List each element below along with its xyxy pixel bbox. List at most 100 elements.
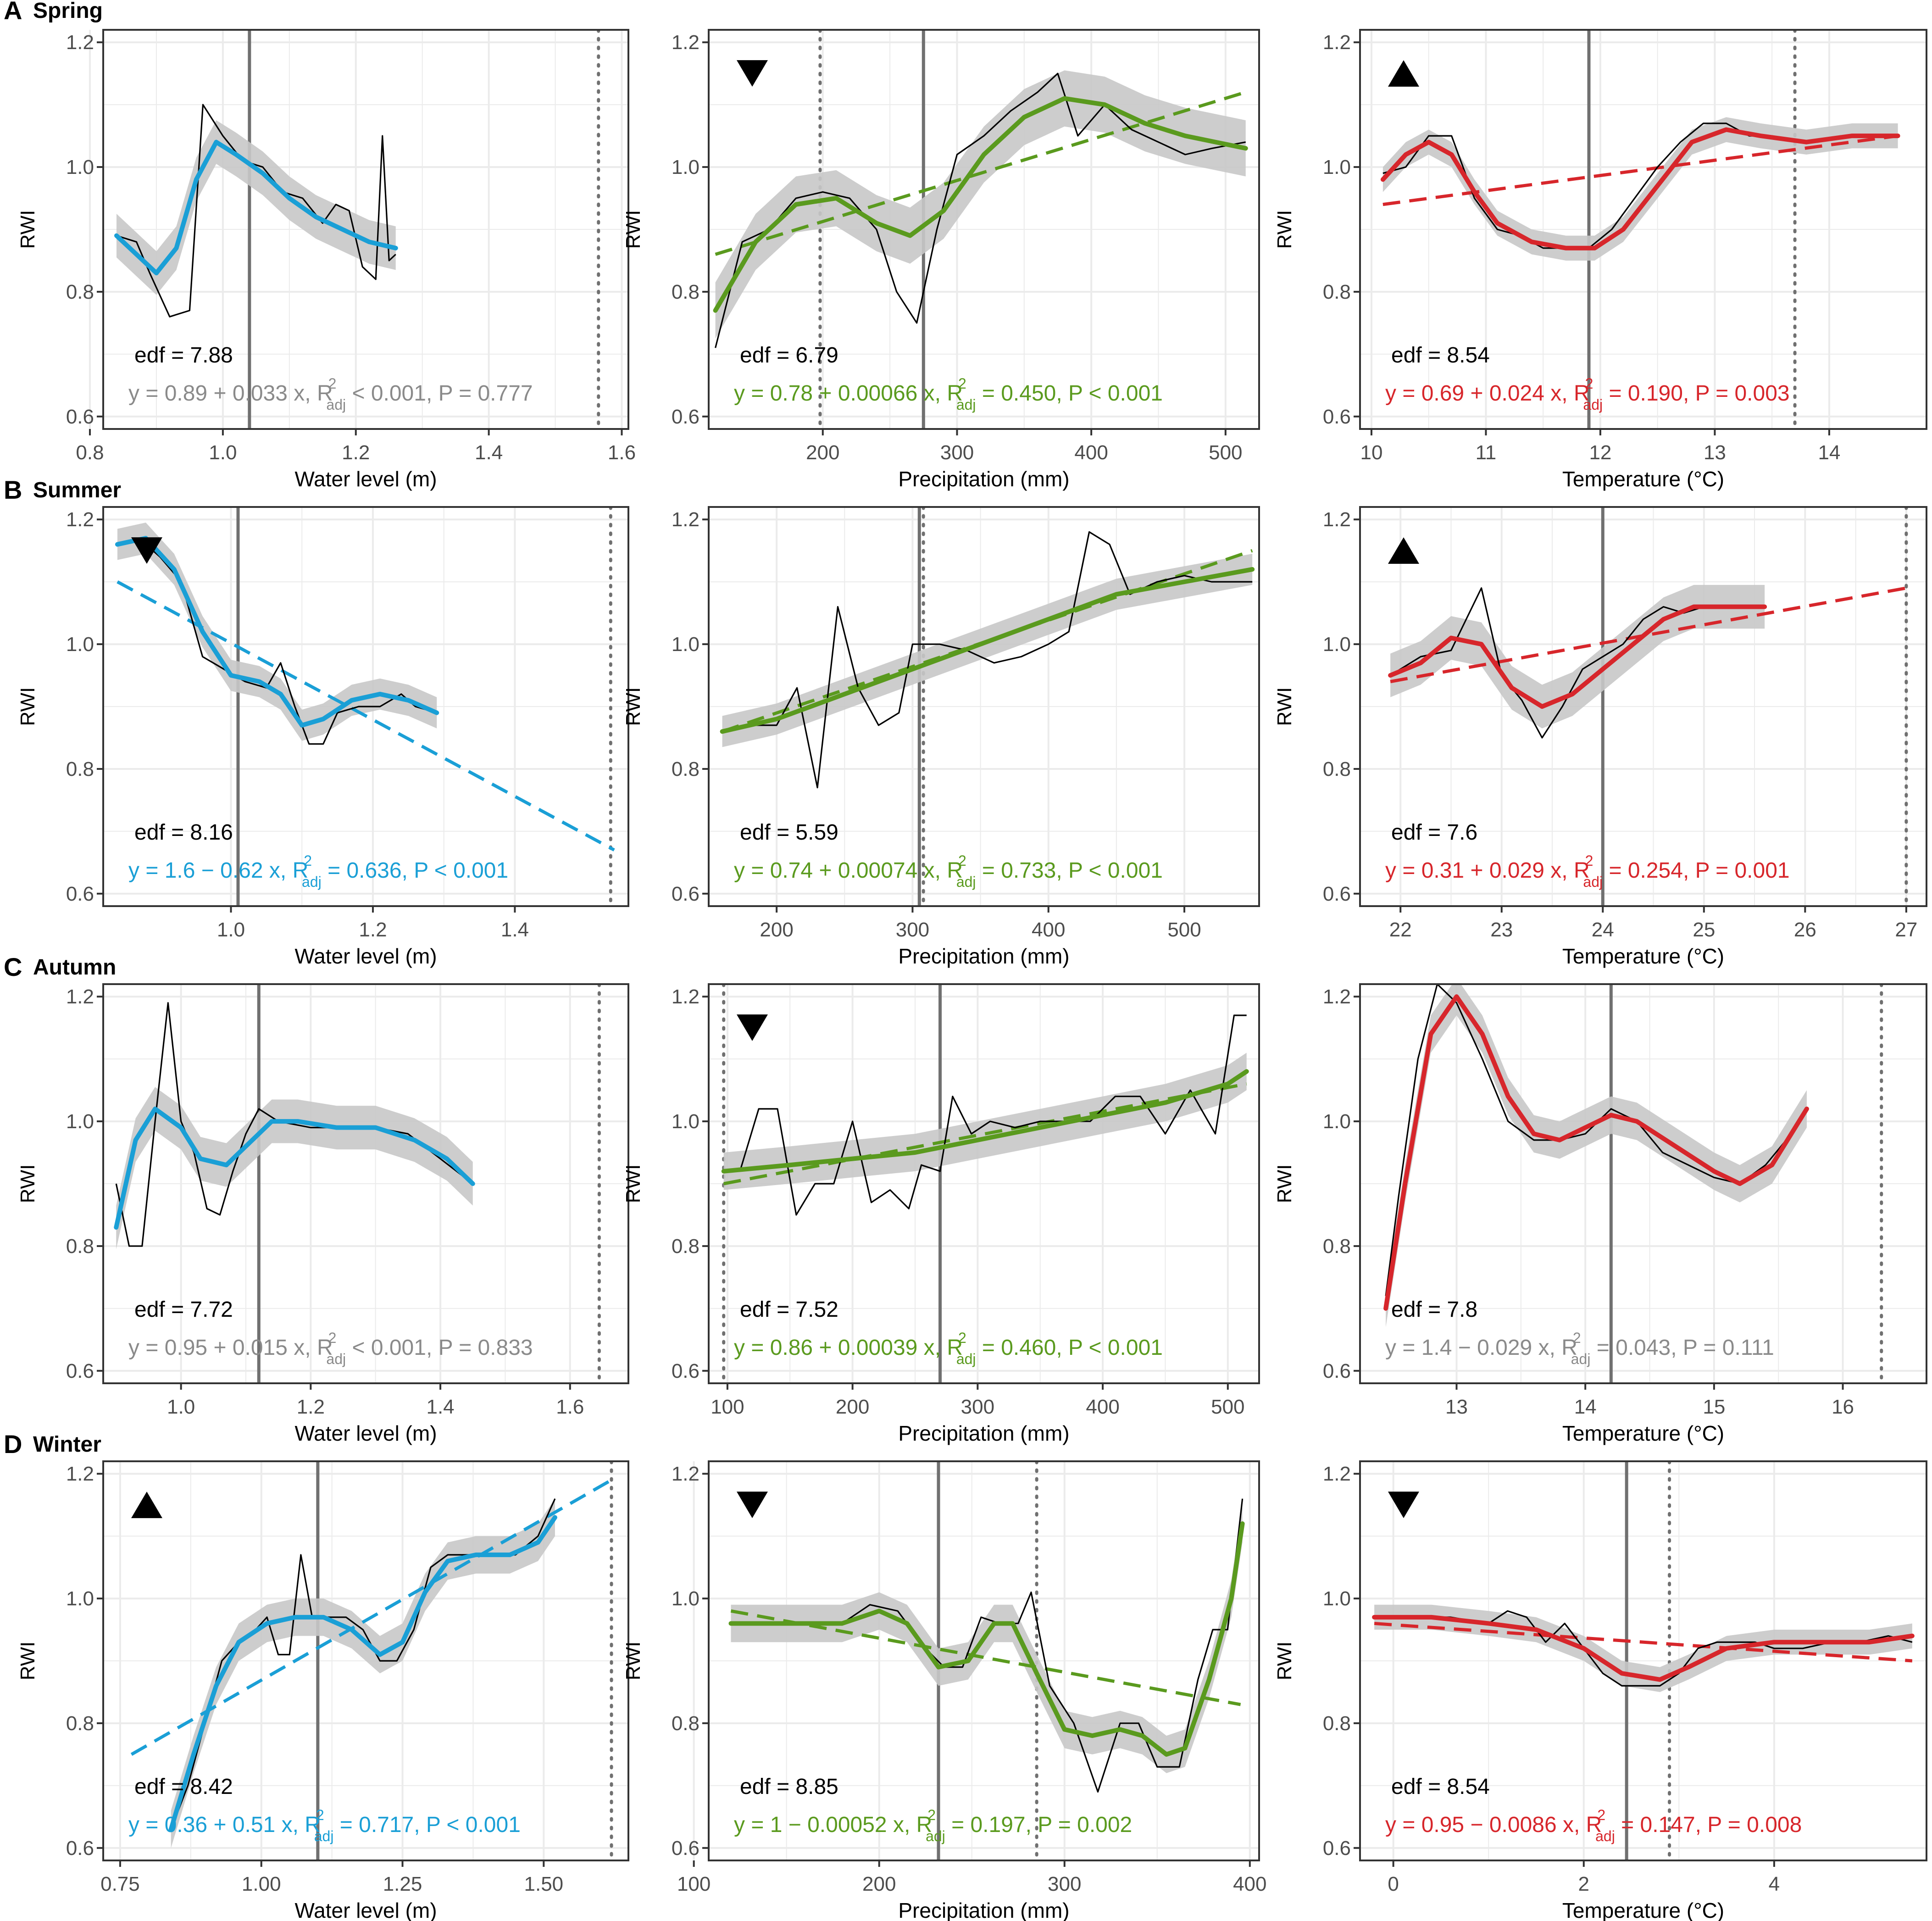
panel-D-temp-ytick-label-1: 0.8 bbox=[1323, 1712, 1351, 1735]
panel-C-temp-plot-body bbox=[1383, 984, 1883, 1383]
panel-C-temp-grid bbox=[1360, 984, 1926, 1383]
panel-D-temp-xlabel: Temperature (°C) bbox=[1562, 1899, 1724, 1921]
panel-C-precip-equation: y = 0.86 + 0.00039 x, R2 adj = 0.460, P <… bbox=[734, 1330, 1163, 1367]
panel-A-temp-trend-marker-up bbox=[1388, 60, 1419, 87]
panel-A-precip-ytick-label-2: 1.0 bbox=[672, 156, 700, 178]
panel-A-water-equation-main: y = 0.89 + 0.033 x, R bbox=[128, 381, 333, 406]
panel-D-water-gam-smooth bbox=[168, 1515, 557, 1832]
panel-B-temp-linear-trend bbox=[1390, 586, 1907, 684]
panel-D-precip-linear-trend bbox=[730, 1609, 1241, 1706]
panel-D-precip-plot-body bbox=[728, 1461, 1245, 1860]
panel-C-water-equation-stats: < 0.001, P = 0.833 bbox=[346, 1336, 533, 1360]
panel-C-precip-xlabel: Precipitation (mm) bbox=[898, 1421, 1069, 1445]
panel-C-precip-xtick-label-1: 200 bbox=[836, 1396, 869, 1418]
panel-D-precip-xtick-label-1: 200 bbox=[862, 1873, 896, 1895]
panel-B-water-xtick-label-0: 1.0 bbox=[217, 919, 245, 941]
panel-D-temp-equation-stats: = 0.147, P = 0.008 bbox=[1615, 1813, 1802, 1837]
panel-C-precip-equation-main: y = 0.86 + 0.00039 x, R bbox=[734, 1336, 963, 1360]
panel-A-precip-raw-series bbox=[715, 72, 1246, 348]
panel-B-precip-xtick-label-3: 500 bbox=[1167, 919, 1201, 941]
panel-D-water-plot-body bbox=[130, 1461, 613, 1860]
panel-A-precip-equation-sub: adj bbox=[956, 396, 976, 413]
panel-A-temp-border bbox=[1359, 29, 1927, 430]
panel-B-precip-ytick-label-1: 0.8 bbox=[672, 758, 700, 780]
panel-A-precip-ytick-label-1: 0.8 bbox=[672, 281, 700, 303]
panel-A-precip-confidence-band bbox=[715, 70, 1246, 339]
panel-D-precip-trend-marker-down bbox=[737, 1492, 768, 1518]
panel-C-temp: 13 14 15 16 0.6 0.8 1.0 1.2 Temperature (°C) RWI e… bbox=[1273, 983, 1927, 1445]
panel-B-temp-xtick-label-4: 26 bbox=[1794, 919, 1816, 941]
panel-D-precip-ylabel: RWI bbox=[622, 1642, 644, 1681]
panel-C-precip-raw-series bbox=[723, 1014, 1247, 1216]
panel-D-temp-linear-trend bbox=[1374, 1621, 1913, 1663]
panel-D-temp-xtick-label-2: 4 bbox=[1769, 1873, 1780, 1895]
panel-A-temp-equation-sup: 2 bbox=[1585, 375, 1593, 392]
panel-C-water-ylabel: RWI bbox=[17, 1164, 39, 1203]
panel-D-temp-ytick-label-0: 0.6 bbox=[1323, 1837, 1351, 1860]
panel-A-water-ytick-label-0: 0.6 bbox=[66, 406, 94, 428]
panel-D-water-ytick-label-1: 0.8 bbox=[66, 1712, 94, 1735]
panel-A-water-ytick-label-3: 1.2 bbox=[66, 31, 94, 54]
panel-A-water-plot-body bbox=[114, 30, 600, 429]
panel-C-precip-plot-body bbox=[721, 984, 1249, 1383]
panel-B-precip-ytick-label-0: 0.6 bbox=[672, 883, 700, 905]
panel-C-temp-ytick-label-1: 0.8 bbox=[1323, 1235, 1351, 1258]
panel-D-water-xtick-label-0: 0.75 bbox=[100, 1873, 140, 1895]
panel-D-temp-equation: y = 0.95 − 0.0086 x, R2 adj = 0.147, P = … bbox=[1385, 1807, 1802, 1844]
panel-B-temp-xtick-label-1: 23 bbox=[1490, 919, 1513, 941]
panel-B-precip-border bbox=[708, 506, 1260, 907]
panel-B-precip-gam-smooth bbox=[720, 567, 1255, 734]
panel-D-precip-ytick-label-1: 0.8 bbox=[672, 1712, 700, 1735]
panel-C-temp-equation-stats: = 0.043, P = 0.111 bbox=[1590, 1336, 1774, 1360]
panel-D-temp-ytick-label-3: 1.2 bbox=[1323, 1463, 1351, 1485]
panel-A-temp-plot-body bbox=[1380, 30, 1900, 429]
panel-B-temp-gam-smooth bbox=[1388, 604, 1767, 709]
panel-B-precip-xlabel: Precipitation (mm) bbox=[898, 944, 1069, 968]
panel-B-precip: 200 300 400 500 0.6 0.8 1.0 1.2 Precipitation (m… bbox=[622, 506, 1260, 968]
panel-D-precip-equation-stats: = 0.197, P = 0.002 bbox=[945, 1813, 1132, 1837]
panel-B-temp-border bbox=[1359, 506, 1927, 907]
panel-B-water-ylabel: RWI bbox=[17, 687, 39, 726]
panel-A-water-xtick-label-2: 1.2 bbox=[342, 441, 370, 464]
panel-D-precip-edf-label: edf = 8.85 bbox=[740, 1775, 838, 1799]
panel-D-temp-ylabel: RWI bbox=[1273, 1642, 1296, 1681]
panel-B-water-equation-sup: 2 bbox=[304, 852, 312, 869]
panel-A-temp-confidence-band bbox=[1382, 117, 1898, 261]
panel-D-water-ylabel: RWI bbox=[17, 1642, 39, 1681]
panel-B-water-ytick-label-0: 0.6 bbox=[66, 883, 94, 905]
panel-A-water-equation: y = 0.89 + 0.033 x, R2 adj < 0.001, P = 0… bbox=[128, 375, 533, 413]
panel-D-water-equation-sub: adj bbox=[314, 1828, 334, 1844]
panel-C-precip-xtick-label-3: 400 bbox=[1086, 1396, 1119, 1418]
panel-A-water-border bbox=[102, 29, 629, 430]
panel-D-water-ytick-label-3: 1.2 bbox=[66, 1463, 94, 1485]
panel-A-temp-xtick-label-2: 12 bbox=[1589, 441, 1611, 464]
panel-A-precip-xtick-label-2: 400 bbox=[1074, 441, 1108, 464]
panel-A-precip-xlabel: Precipitation (mm) bbox=[898, 467, 1069, 491]
panel-D-water-equation-stats: = 0.717, P < 0.001 bbox=[333, 1813, 520, 1837]
panel-B-temp-plot-body bbox=[1388, 507, 1908, 906]
panel-C-temp-ytick-label-3: 1.2 bbox=[1323, 986, 1351, 1008]
panel-D-temp-equation-sub: adj bbox=[1595, 1828, 1615, 1844]
panel-B-temp-xtick-label-2: 24 bbox=[1592, 919, 1614, 941]
panel-A-precip-linear-trend bbox=[715, 90, 1246, 256]
panel-season-spring: Spring bbox=[33, 0, 103, 23]
panel-C-temp-confidence-band bbox=[1386, 984, 1807, 1327]
panel-C-precip-equation-stats: = 0.460, P < 0.001 bbox=[976, 1336, 1163, 1360]
panel-A-precip-ytick-label-0: 0.6 bbox=[672, 406, 700, 428]
panel-B-precip-xtick-label-1: 300 bbox=[896, 919, 929, 941]
panel-A-water-ytick-label-2: 1.0 bbox=[66, 156, 94, 178]
panel-A-water-xtick-label-3: 1.4 bbox=[475, 441, 503, 464]
panel-C-temp-xtick-label-1: 14 bbox=[1574, 1396, 1597, 1418]
panel-D-water-edf-label: edf = 8.42 bbox=[134, 1775, 233, 1799]
panel-D-precip-grid bbox=[693, 1461, 1259, 1860]
panel-C-water-equation-main: y = 0.95 + 0.015 x, R bbox=[128, 1336, 333, 1360]
panel-C-precip-xtick-label-4: 500 bbox=[1211, 1396, 1244, 1418]
panel-B-water-equation-stats: = 0.636, P < 0.001 bbox=[322, 858, 508, 883]
panel-B-precip-edf-label: edf = 5.59 bbox=[740, 820, 838, 845]
panel-B-precip-ytick-label-2: 1.0 bbox=[672, 633, 700, 656]
panel-D-temp-xtick-label-1: 2 bbox=[1578, 1873, 1589, 1895]
panel-B-temp-xtick-label-0: 22 bbox=[1389, 919, 1412, 941]
panel-B-precip-plot-body bbox=[720, 507, 1255, 906]
panel-A-water-xlabel: Water level (m) bbox=[294, 467, 437, 491]
